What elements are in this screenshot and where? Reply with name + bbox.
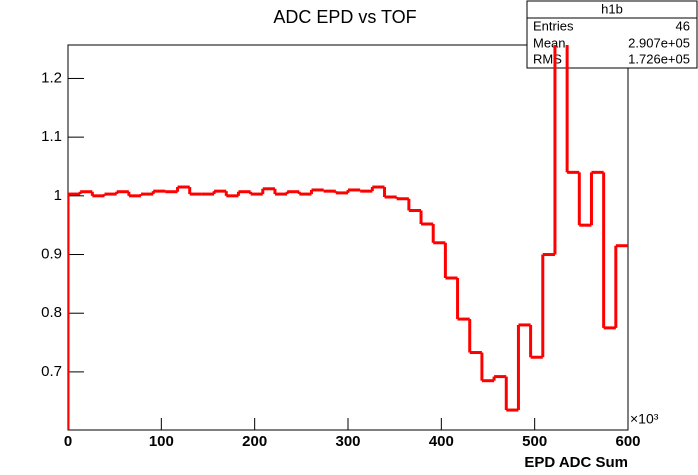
- chart-title: ADC EPD vs TOF: [273, 7, 416, 27]
- y-tick-label: 1.1: [41, 128, 62, 145]
- x-tick-label: 500: [522, 433, 547, 450]
- x-tick-label: 0: [64, 433, 72, 450]
- x-axis-label: EPD ADC Sum: [524, 454, 628, 471]
- x-tick-label: 200: [242, 433, 267, 450]
- stats-value: 46: [676, 18, 690, 33]
- x-tick-label: 100: [149, 433, 174, 450]
- y-tick-label: 1.2: [41, 69, 62, 86]
- x-tick-label: 600: [615, 433, 640, 450]
- y-tick-label: 0.9: [41, 245, 62, 262]
- y-tick-label: 1: [54, 187, 62, 204]
- stats-value: 1.726e+05: [628, 51, 690, 66]
- stats-key: RMS: [533, 51, 562, 66]
- stats-key: Mean: [533, 35, 566, 50]
- stats-value: 2.907e+05: [628, 35, 690, 50]
- x-multiplier: ×10³: [630, 411, 659, 427]
- x-tick-label: 300: [335, 433, 360, 450]
- stats-box: h1b Entries 46 Mean 2.907e+05 RMS 1.726e…: [526, 0, 698, 69]
- frame: [67, 44, 629, 431]
- y-tick-label: 0.8: [41, 304, 62, 321]
- stats-key: Entries: [533, 18, 574, 33]
- y-tick-label: 0.7: [41, 363, 62, 380]
- stats-title: h1b: [601, 1, 623, 16]
- x-tick-label: 400: [429, 433, 454, 450]
- histogram: [68, 45, 628, 430]
